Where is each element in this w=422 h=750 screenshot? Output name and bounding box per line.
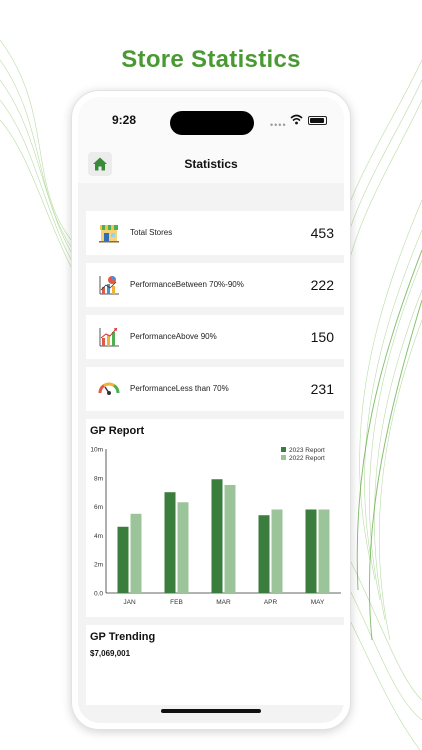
y-tick-label: 10m (90, 447, 103, 454)
bar-apr-series-0 (258, 515, 270, 593)
store-icon (99, 225, 119, 243)
y-tick-label: 4m (94, 533, 103, 540)
x-tick-label: MAY (311, 599, 325, 606)
legend-label: 2022 Report (289, 455, 325, 462)
x-tick-label: FEB (170, 599, 183, 606)
home-indicator[interactable] (161, 709, 261, 713)
wifi-icon (290, 114, 303, 125)
phone-frame: 9:28 •••• Statistics (71, 90, 351, 730)
dynamic-island (170, 111, 254, 135)
stat-value: 222 (310, 277, 334, 293)
gauge-icon (98, 382, 120, 395)
gp-trending-title: GP Trending (90, 631, 156, 643)
status-time: 9:28 (112, 113, 137, 127)
legend-label: 2023 Report (289, 447, 325, 454)
stat-label: PerformanceBetween 70%-90% (130, 280, 244, 289)
battery-icon (308, 116, 327, 125)
gp-report-card: GP Report 0.0 2m 4m 6m 8m 10m JAN FEB MAR APR MAY 2… (86, 419, 344, 617)
bar-feb-series-0 (164, 492, 176, 593)
app-screen: 9:28 •••• Statistics (78, 97, 344, 723)
bar-feb-series-1 (177, 502, 189, 593)
home-icon (93, 157, 107, 171)
gp-trending-card: GP Trending $7,069,001 (86, 625, 344, 705)
x-tick-label: JAN (123, 599, 136, 606)
bar-jan-series-1 (130, 513, 142, 593)
bar-may-series-1 (318, 509, 330, 593)
y-tick-label: 6m (94, 504, 103, 511)
page-title: Statistics (184, 157, 238, 171)
bar-chart-icon (99, 327, 119, 347)
stat-card-performance-above[interactable]: PerformanceAbove 90% 150 (86, 315, 344, 359)
promo-title: Store Statistics (121, 46, 301, 73)
stat-card-performance-between[interactable]: PerformanceBetween 70%-90% 222 (86, 263, 344, 307)
home-button[interactable] (88, 152, 112, 176)
stat-card-total-stores[interactable]: Total Stores 453 (86, 211, 344, 255)
bar-apr-series-1 (271, 509, 283, 593)
signal-icon: •••• (270, 120, 287, 130)
nav-bar: Statistics (78, 141, 344, 183)
gp-trending-value: $7,069,001 (90, 649, 131, 658)
bar-mar-series-0 (211, 479, 223, 593)
stat-value: 150 (310, 329, 334, 345)
legend-swatch (281, 455, 286, 460)
stat-value: 453 (310, 225, 334, 241)
legend-swatch (281, 447, 286, 452)
bar-jan-series-0 (117, 526, 129, 593)
stat-label: PerformanceLess than 70% (130, 384, 229, 393)
y-tick-label: 8m (94, 475, 103, 482)
x-tick-label: MAR (216, 599, 231, 606)
stat-label: Total Stores (130, 228, 173, 237)
bar-pie-chart-icon (99, 276, 119, 295)
gp-report-title: GP Report (90, 425, 145, 437)
bar-may-series-0 (305, 509, 317, 593)
gp-report-chart: 0.0 2m 4m 6m 8m 10m JAN FEB MAR APR MAY 2023 Report… (90, 447, 341, 606)
stat-card-performance-less[interactable]: PerformanceLess than 70% 231 (86, 367, 344, 411)
status-bar: 9:28 •••• (78, 97, 344, 141)
y-tick-label: 2m (94, 562, 103, 569)
stat-label: PerformanceAbove 90% (130, 332, 217, 341)
stat-value: 231 (310, 381, 334, 397)
bar-mar-series-1 (224, 485, 236, 593)
y-tick-label: 0.0 (94, 591, 103, 598)
x-tick-label: APR (264, 599, 278, 606)
